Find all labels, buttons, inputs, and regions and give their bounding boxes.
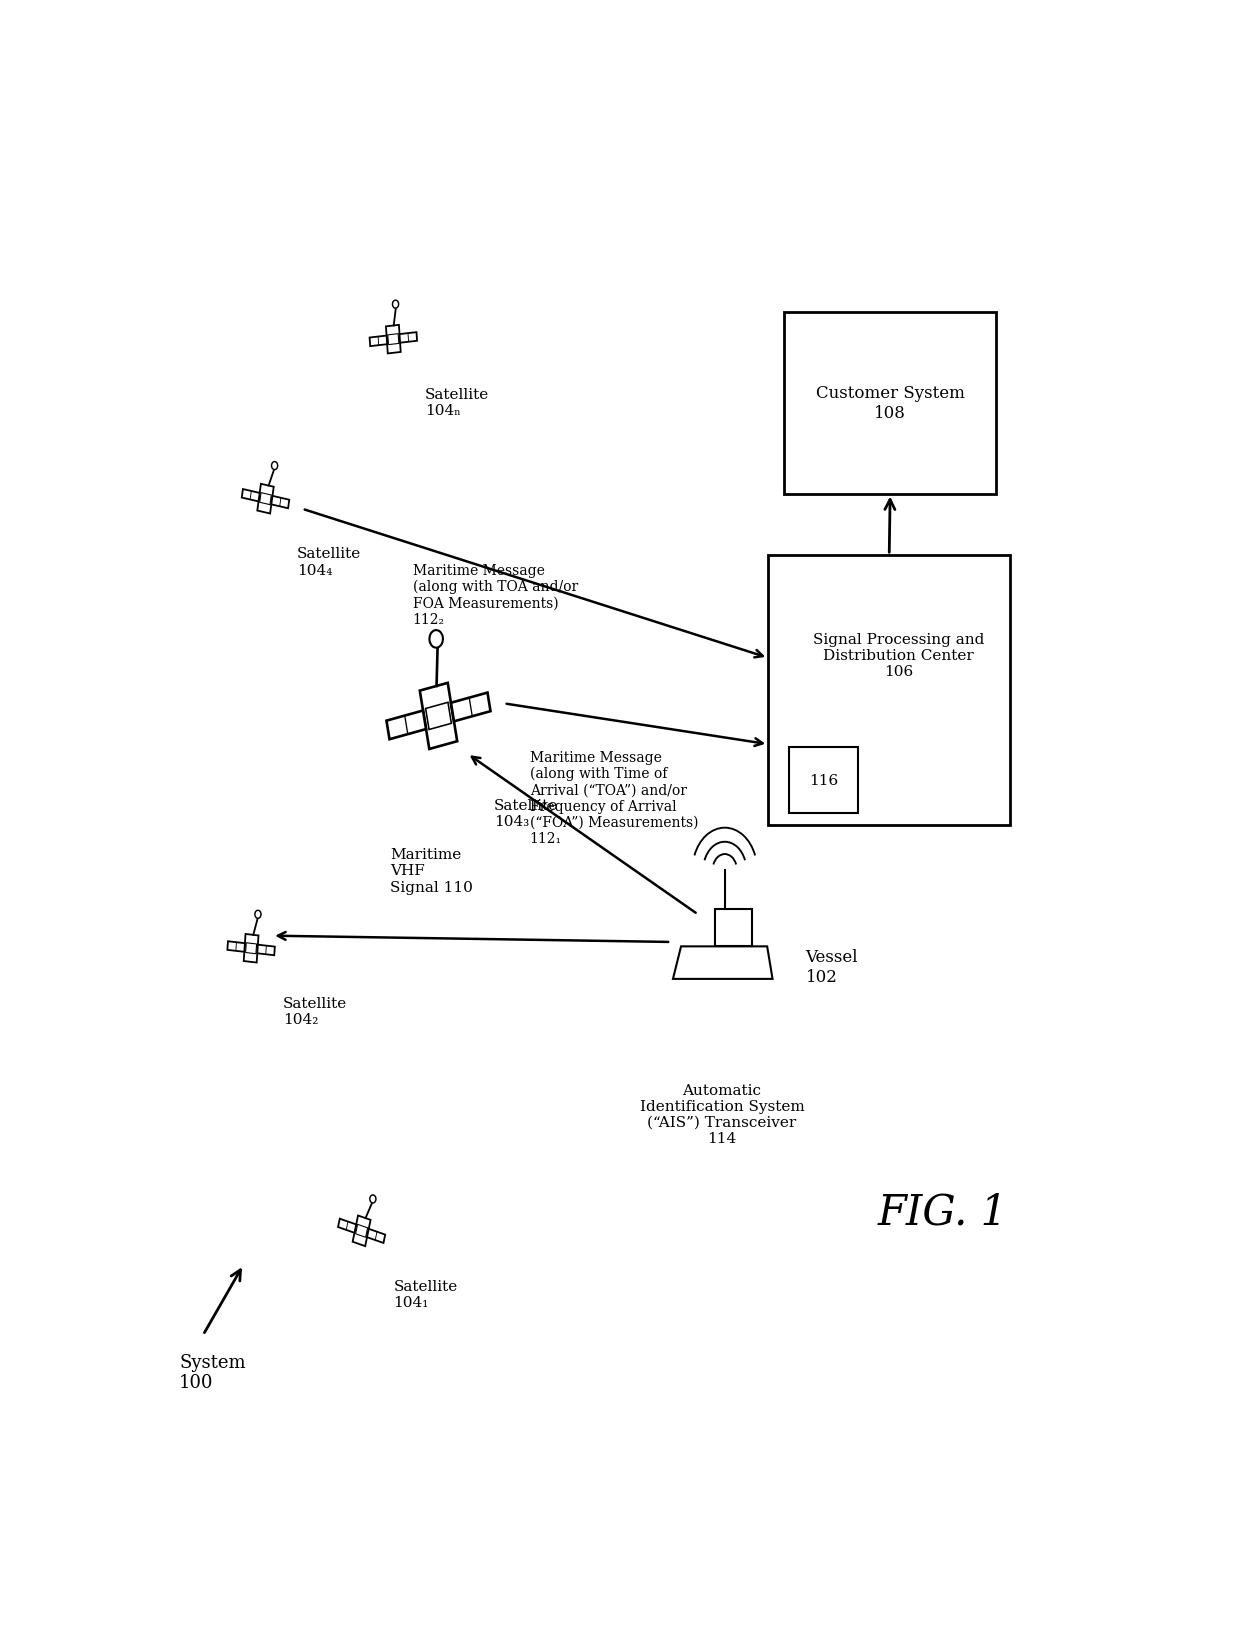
Text: Satellite
104₂: Satellite 104₂	[283, 996, 347, 1027]
Polygon shape	[714, 910, 753, 947]
Bar	[386, 326, 401, 354]
Text: System
100: System 100	[179, 1353, 246, 1392]
Bar	[367, 1229, 386, 1244]
Bar	[425, 703, 451, 730]
Text: Maritime
VHF
Signal 110: Maritime VHF Signal 110	[391, 848, 474, 893]
Text: 116: 116	[810, 774, 838, 787]
Bar	[387, 711, 427, 740]
Bar	[242, 489, 259, 502]
Bar	[356, 1224, 367, 1237]
Bar	[272, 497, 289, 509]
Bar	[789, 748, 858, 813]
Polygon shape	[673, 947, 773, 980]
Bar	[246, 944, 257, 954]
Bar	[259, 494, 272, 505]
Bar	[388, 334, 399, 346]
Bar	[244, 934, 258, 963]
Text: Satellite
104₁: Satellite 104₁	[393, 1280, 458, 1309]
Bar	[768, 556, 1011, 826]
Text: Maritime Message
(along with TOA and/or
FOA Measurements)
112₂: Maritime Message (along with TOA and/or …	[413, 564, 578, 626]
Bar	[370, 336, 387, 347]
Text: Satellite
104₃: Satellite 104₃	[495, 799, 558, 828]
Circle shape	[272, 463, 278, 471]
Text: Signal Processing and
Distribution Center
106: Signal Processing and Distribution Cente…	[813, 632, 985, 678]
Bar	[339, 1219, 356, 1232]
Text: FIG. 1: FIG. 1	[878, 1192, 1008, 1234]
Circle shape	[429, 631, 443, 649]
Text: Satellite
104ₙ: Satellite 104ₙ	[425, 388, 490, 417]
Bar	[227, 942, 246, 952]
Text: Automatic
Identification System
(“AIS”) Transceiver
114: Automatic Identification System (“AIS”) …	[640, 1082, 805, 1146]
Circle shape	[393, 302, 398, 310]
Circle shape	[370, 1195, 376, 1203]
Text: Satellite
104₄: Satellite 104₄	[298, 548, 362, 577]
Bar	[257, 945, 275, 955]
Circle shape	[255, 911, 260, 919]
Bar	[352, 1216, 371, 1247]
Text: Vessel
102: Vessel 102	[806, 949, 858, 985]
Bar	[258, 484, 274, 513]
Bar	[399, 333, 417, 344]
Bar	[451, 693, 491, 722]
Text: Maritime Message
(along with Time of
Arrival (“TOA”) and/or
Frequency of Arrival: Maritime Message (along with Time of Arr…	[529, 750, 698, 846]
Text: Customer System
108: Customer System 108	[816, 385, 965, 422]
Bar	[785, 313, 996, 494]
Bar	[420, 683, 458, 750]
